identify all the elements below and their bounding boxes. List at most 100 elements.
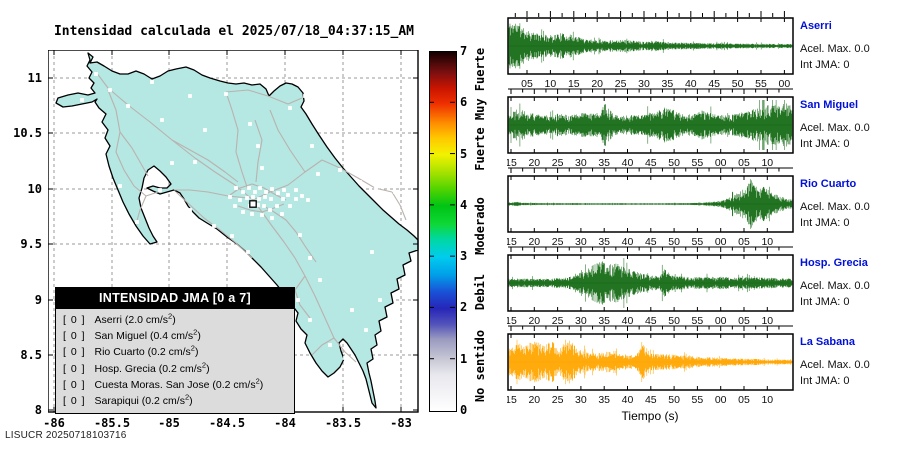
road-line [252, 159, 393, 201]
station-marker [374, 186, 378, 190]
time-tick-label: 40 [622, 394, 634, 406]
time-tick-label: 00 [715, 157, 727, 169]
road-line [119, 131, 149, 177]
station-marker [246, 250, 250, 254]
station-marker [228, 195, 232, 199]
station-marker [286, 193, 290, 197]
station-marker [260, 166, 264, 170]
station-marker [282, 188, 286, 192]
station-marker [247, 186, 251, 190]
time-tick-label: 15 [568, 78, 580, 90]
station-marker [260, 274, 264, 278]
time-tick-label: 15 [507, 315, 517, 327]
time-tick-label: 30 [575, 315, 587, 327]
time-tick-label: 00 [779, 78, 791, 90]
time-tick-label: 35 [598, 236, 610, 248]
int-jma-label: Int JMA: 0 [800, 375, 850, 387]
station-marker [263, 195, 267, 199]
int-jma-label: Int JMA: 0 [800, 296, 850, 308]
time-tick-label: 35 [598, 157, 610, 169]
time-tick-label: 00 [715, 394, 727, 406]
page-title: Intensidad calculada el 2025/07/18_04:37… [53, 24, 415, 39]
station-marker [126, 104, 130, 108]
accel-max-label: Acel. Max. 0.0 [800, 359, 870, 371]
station-marker [80, 98, 84, 102]
legend-body: [ 0 ] Aserri (2.0 cm/s2)[ 0 ] San Miguel (… [56, 309, 294, 413]
time-tick-label: 50 [668, 157, 680, 169]
road-line [311, 337, 335, 356]
intensity-colorbar [429, 51, 457, 412]
station-marker [275, 204, 279, 208]
station-marker [245, 196, 249, 200]
int-jma-label: Int JMA: 0 [800, 59, 850, 71]
legend-item: [ 0 ] Sarapiqui (0.2 cm/s2) [63, 392, 193, 407]
y-tick-label: 10 [27, 182, 42, 196]
time-tick-label: 20 [528, 236, 540, 248]
time-tick-label: 00 [715, 236, 727, 248]
time-tick-label: 25 [615, 78, 627, 90]
road-line [269, 109, 306, 173]
colorbar-ticks [429, 101, 455, 360]
station-marker [358, 180, 362, 184]
time-tick-label: 25 [552, 157, 564, 169]
station-marker [393, 190, 397, 194]
time-tick-label: 15 [507, 236, 517, 248]
y-tick-label: 9 [34, 293, 42, 307]
time-tick-label: 00 [715, 315, 727, 327]
station-marker [270, 187, 274, 191]
road-line [174, 189, 249, 199]
station-marker [294, 188, 298, 192]
time-tick-label: 40 [622, 236, 634, 248]
time-tick-label: 30 [575, 236, 587, 248]
station-marker [234, 186, 238, 190]
station-marker [316, 172, 320, 176]
seismogram-trace [508, 339, 793, 385]
time-tick-label: 10 [545, 78, 557, 90]
station-marker [256, 144, 260, 148]
station-marker [281, 197, 285, 201]
station-marker [280, 212, 284, 216]
time-tick-label: 30 [575, 157, 587, 169]
station-marker [160, 118, 164, 122]
road-line [254, 119, 263, 183]
time-tick-label: 35 [598, 315, 610, 327]
station-marker [288, 204, 292, 208]
time-tick-label: 10 [761, 394, 773, 406]
costa-rica-outline [55, 52, 419, 409]
time-tick-label: 40 [622, 157, 634, 169]
accel-max-label: Acel. Max. 0.0 [800, 280, 870, 292]
time-tick-label: 50 [732, 78, 744, 90]
station-marker [188, 208, 192, 212]
road-line [175, 191, 253, 259]
time-tick-label: 20 [591, 78, 603, 90]
time-tick-label: 05 [738, 315, 750, 327]
time-axis-label: Tiempo (s) [621, 409, 679, 423]
colorbar-tick-label: 3 [460, 249, 468, 264]
accel-max-label: Acel. Max. 0.0 [800, 201, 870, 213]
station-marker [260, 213, 264, 217]
station-marker [230, 234, 234, 238]
time-tick-label: 45 [645, 315, 657, 327]
colorbar-tick-label: 6 [460, 95, 468, 110]
legend-item: [ 0 ] Rio Cuarto (0.2 cm/s2) [63, 343, 199, 359]
station-marker [248, 122, 252, 126]
station-marker [262, 204, 266, 208]
road-line [229, 183, 287, 201]
station-marker [118, 184, 122, 188]
time-tick-label: 45 [708, 78, 720, 90]
time-tick-label: 55 [692, 236, 704, 248]
road-line [171, 139, 239, 183]
station-marker [328, 343, 332, 347]
int-jma-label: Int JMA: 0 [800, 217, 850, 229]
time-tick-label: 25 [552, 315, 564, 327]
station-marker [256, 203, 260, 207]
colorbar-tick-label: 1 [460, 351, 468, 366]
time-tick-label: 55 [692, 315, 704, 327]
station-marker [364, 328, 368, 332]
road-line [107, 89, 159, 197]
time-tick-label: 10 [761, 157, 773, 169]
station-name: Aserri [800, 20, 832, 32]
time-tick-label: 15 [507, 157, 517, 169]
int-jma-label: Int JMA: 0 [800, 138, 850, 150]
